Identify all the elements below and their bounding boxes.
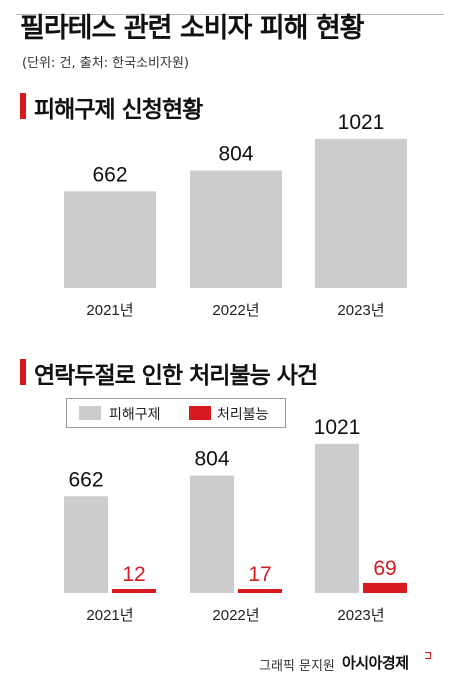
chart-2-legend: 피해구제 처리불능 (66, 398, 286, 428)
chart-2-value-label-series-2-1: 12 (122, 563, 145, 586)
chart-2-bar-series-1-2 (190, 475, 234, 593)
brand-mark-icon (425, 652, 431, 659)
chart-1-value-label-1: 662 (92, 163, 127, 186)
chart-2-category-label-1: 2021년 (86, 607, 133, 624)
legend-label-series-1: 피해구제 (109, 407, 161, 423)
chart-2-bar-series-2-3 (363, 582, 407, 593)
graphic-credit: 그래픽 문지원 (259, 659, 335, 674)
chart-2-title: 연락두절로 인한 처리불능 사건 (34, 363, 318, 389)
legend-label-series-2: 처리불능 (217, 407, 269, 423)
chart-2-value-label-series-2-3: 69 (373, 557, 396, 580)
chart-1-value-label-2: 804 (218, 143, 253, 166)
chart-1-category-label-1: 2021년 (86, 302, 133, 319)
top-rule (16, 14, 444, 15)
chart-1-category-label-2: 2022년 (212, 302, 259, 319)
unit-note: (단위: 건, 출처: 한국소비자원) (22, 56, 189, 71)
chart-2-bar-series-1-3 (315, 443, 359, 593)
chart-2-value-label-series-1-3: 1021 (314, 416, 361, 439)
brand-logo-text: 아시아경제 (342, 654, 409, 672)
chart-1-bar-3 (315, 138, 407, 288)
chart-2-category-label-2: 2022년 (212, 607, 259, 624)
legend-swatch-red (189, 406, 211, 420)
chart-2-bar-series-1-1 (64, 496, 108, 593)
section-2-accent-bar (20, 359, 26, 385)
chart-2-bar-series-2-2 (238, 589, 282, 593)
chart-2-bar-series-2-1 (112, 589, 156, 593)
chart-2-value-label-series-1-2: 804 (194, 448, 229, 471)
chart-1-bar-1 (64, 191, 156, 288)
legend-swatch-gray (79, 406, 101, 420)
chart-1-value-label-3: 1021 (338, 111, 385, 134)
chart-1-bar-2 (190, 170, 282, 288)
chart-2-value-label-series-1-1: 662 (68, 468, 103, 491)
main-title: 필라테스 관련 소비자 피해 현황 (20, 13, 365, 44)
section-1-accent-bar (20, 93, 26, 119)
chart-2-value-label-series-2-2: 17 (248, 563, 271, 586)
chart-1-category-label-3: 2023년 (337, 302, 384, 319)
chart-1-title: 피해구제 신청현황 (34, 97, 203, 123)
chart-2-category-label-3: 2023년 (337, 607, 384, 624)
